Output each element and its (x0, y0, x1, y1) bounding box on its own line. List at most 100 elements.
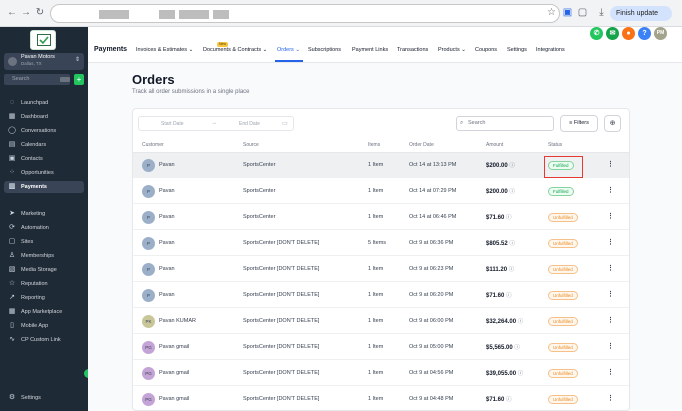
more-options-icon[interactable]: ⋮ (607, 213, 614, 220)
active-tab-indicator (275, 60, 303, 62)
info-icon[interactable]: ⓘ (509, 241, 515, 247)
phone-icon[interactable]: ✆ (590, 27, 603, 40)
sidebar-item-app-marketplace[interactable]: ▦ App Marketplace (4, 306, 84, 318)
tab-settings[interactable]: Settings (507, 47, 527, 53)
filters-button[interactable]: ≡ Filters (560, 115, 598, 132)
sidebar-item-cp-custom-link[interactable]: ∿ CP Custom Link (4, 334, 84, 346)
tab-products[interactable]: Products ⌄ (438, 47, 466, 53)
tab-transactions[interactable]: Transactions (397, 47, 429, 53)
sidebar-search[interactable]: Search (4, 74, 70, 85)
more-options-icon[interactable]: ⋮ (607, 317, 614, 324)
more-options-icon[interactable]: ⋮ (607, 369, 614, 376)
status-badge: Fulfilled (548, 187, 574, 196)
more-options-icon[interactable]: ⋮ (607, 161, 614, 168)
apps-icon: ▦ (8, 308, 16, 315)
date-range-picker[interactable]: Start Date → End Date ▭ (138, 116, 294, 131)
info-icon[interactable]: ⓘ (517, 319, 524, 325)
chat-icon: ◯ (8, 127, 16, 134)
tab-coupons[interactable]: Coupons (475, 47, 498, 53)
sidebar-item-payments[interactable]: ▥ Payments (4, 181, 84, 193)
amount-value: $71.60 (486, 397, 505, 403)
info-icon[interactable]: ⓘ (509, 163, 515, 169)
keyboard-shortcut-badge (60, 77, 70, 82)
order-source: SportsCenter [DON'T DELETE] (243, 370, 320, 376)
export-button[interactable]: ⊕ (604, 115, 621, 132)
help-icon[interactable]: ? (638, 27, 651, 40)
forward-icon[interactable]: → (21, 7, 31, 18)
info-icon[interactable]: ⓘ (508, 267, 515, 273)
app-logo[interactable] (30, 30, 56, 50)
sidebar-item-automation[interactable]: ⟳ Automation (4, 222, 84, 234)
sidebar-item-reputation[interactable]: ☆ Reputation (4, 278, 84, 290)
sidebar-item-opportunities[interactable]: ⁘ Opportunities (4, 167, 84, 179)
sidebar-item-contacts[interactable]: ▣ Contacts (4, 153, 84, 165)
table-row[interactable]: P Pavan SportsCenter [DON'T DELETE] 5 It… (133, 231, 629, 256)
order-amount: $71.60 ⓘ (486, 291, 512, 299)
table-row[interactable]: P Pavan SportsCenter [DON'T DELETE] 1 It… (133, 257, 629, 282)
sidebar-item-media-storage[interactable]: ▧ Media Storage (4, 264, 84, 276)
order-source: SportsCenter [DON'T DELETE] (243, 240, 320, 246)
avatar[interactable]: PM (654, 27, 667, 40)
sidebar-item-reporting[interactable]: ↗ Reporting (4, 292, 84, 304)
more-options-icon[interactable]: ⋮ (607, 187, 614, 194)
sidebar-item-launchpad[interactable]: ◌ Launchpad (4, 97, 84, 109)
reload-icon[interactable]: ↻ (35, 7, 45, 18)
amount-value: $111.20 (486, 267, 508, 273)
tab-documents-contracts[interactable]: Documents & Contracts ⌄ (203, 47, 268, 53)
table-row[interactable]: P Pavan SportsCenter [DON'T DELETE] 1 It… (133, 283, 629, 308)
account-switcher[interactable]: Pavan Motors Dallas, TX ⇕ (4, 53, 84, 70)
amount-value: $71.60 (486, 215, 505, 221)
tab-payment-links[interactable]: Payment Links (352, 47, 389, 53)
sidebar-item-conversations[interactable]: ◯ Conversations (4, 125, 84, 137)
order-amount: $71.60 ⓘ (486, 395, 512, 403)
orders-search-input[interactable]: ⌕ Search (456, 116, 554, 131)
customer-name: Pavan gmail (159, 344, 190, 350)
order-items: 1 Item (368, 188, 384, 194)
bookmark-star-icon[interactable]: ☆ (547, 7, 556, 18)
tab-orders[interactable]: Orders ⌄ (277, 47, 300, 53)
sidebar-item-settings[interactable]: ⚙ Settings (4, 392, 84, 404)
table-row[interactable]: PG Pavan gmail SportsCenter [DON'T DELET… (133, 361, 629, 386)
info-icon[interactable]: ⓘ (514, 345, 520, 351)
info-icon[interactable]: ⓘ (506, 397, 512, 403)
more-options-icon[interactable]: ⋮ (607, 395, 614, 402)
table-row[interactable]: PK Pavan KUMAR SportsCenter [DON'T DELET… (133, 309, 629, 334)
sidebar-item-dashboard[interactable]: ▦ Dashboard (4, 111, 84, 123)
sidebar-item-calendars[interactable]: ▤ Calendars (4, 139, 84, 151)
megaphone-icon[interactable]: ✉ (606, 27, 619, 40)
sidebar-item-sites[interactable]: ▢ Sites (4, 236, 84, 248)
bell-icon[interactable]: ● (622, 27, 635, 40)
info-icon[interactable]: ⓘ (509, 189, 515, 195)
more-options-icon[interactable]: ⋮ (607, 291, 614, 298)
avatar: PG (142, 393, 155, 406)
tab-subscriptions[interactable]: Subscriptions (308, 47, 342, 53)
more-options-icon[interactable]: ⋮ (607, 239, 614, 246)
finish-update-button[interactable]: Finish update (610, 6, 672, 21)
table-row[interactable]: PG Pavan gmail SportsCenter [DON'T DELET… (133, 335, 629, 360)
table-row[interactable]: P Pavan SportsCenter 1 Item Oct 14 at 13… (133, 153, 629, 178)
table-row[interactable]: P Pavan SportsCenter 1 Item Oct 14 at 06… (133, 205, 629, 230)
download-icon[interactable]: ⤓ (599, 7, 604, 18)
sidebar-item-memberships[interactable]: ♙ Memberships (4, 250, 84, 262)
sidebar-item-mobile-app[interactable]: ▯ Mobile App (4, 320, 84, 332)
more-options-icon[interactable]: ⋮ (607, 343, 614, 350)
tab-search-icon[interactable]: ▢ (577, 7, 588, 18)
table-row[interactable]: PG Pavan gmail SportsCenter [DON'T DELET… (133, 387, 629, 411)
table-row[interactable]: P Pavan SportsCenter 1 Item Oct 14 at 07… (133, 179, 629, 204)
sidebar-item-marketing[interactable]: ➤ Marketing (4, 208, 84, 220)
quick-add-button[interactable]: + (74, 74, 84, 85)
tab-integrations[interactable]: Integrations (536, 47, 565, 53)
info-icon[interactable]: ⓘ (506, 293, 512, 299)
sidebar-item-label: Automation (21, 225, 49, 231)
info-icon[interactable]: ⓘ (517, 371, 524, 377)
amount-value: $200.00 (486, 189, 508, 195)
more-options-icon[interactable]: ⋮ (607, 265, 614, 272)
address-bar[interactable] (50, 4, 560, 23)
page-title: Orders (132, 72, 175, 87)
tab-invoices-estimates[interactable]: Invoices & Estimates ⌄ (136, 47, 194, 53)
info-icon[interactable]: ⓘ (506, 215, 512, 221)
back-icon[interactable]: ← (7, 7, 17, 18)
memberships-icon: ♙ (8, 252, 16, 259)
column-header-items: Items (368, 142, 381, 148)
extension-icon[interactable]: ▣ (562, 7, 573, 18)
